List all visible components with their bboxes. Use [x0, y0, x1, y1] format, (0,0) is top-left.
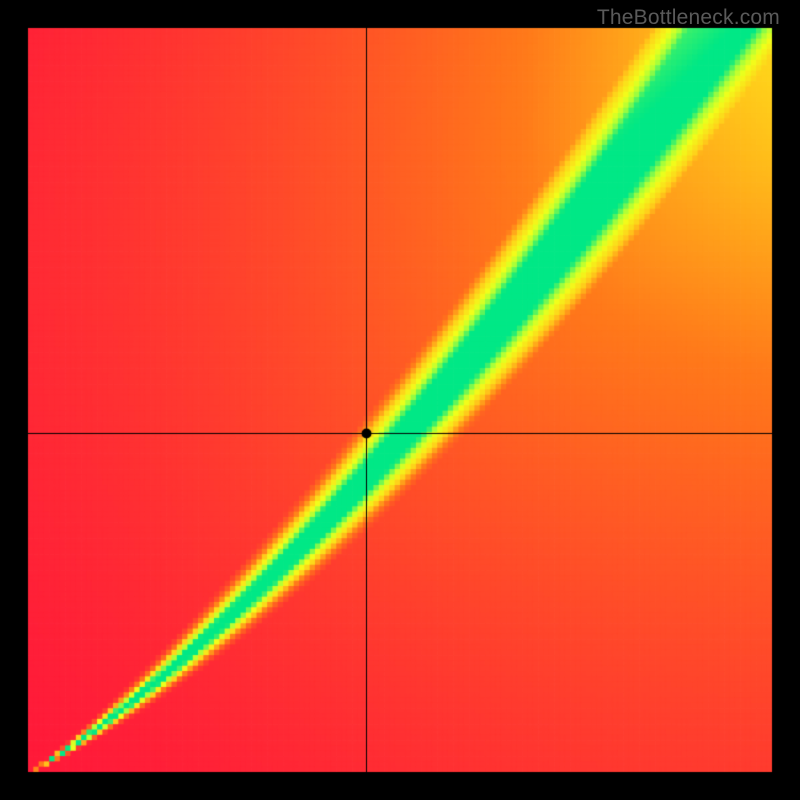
watermark-text: TheBottleneck.com: [597, 6, 780, 30]
bottleneck-chart-container: TheBottleneck.com: [0, 0, 800, 800]
bottleneck-heatmap-canvas: [0, 0, 800, 800]
